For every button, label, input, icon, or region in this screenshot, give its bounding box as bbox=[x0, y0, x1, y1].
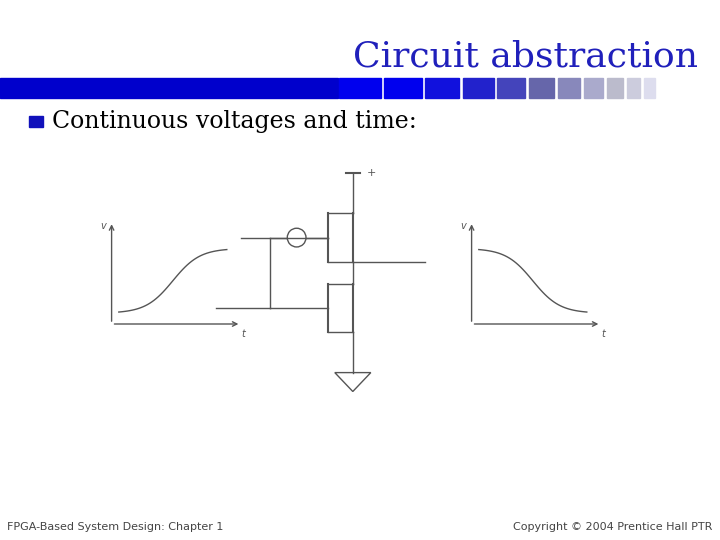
Bar bbox=[0, 78, 338, 98]
Bar bbox=[29, 116, 43, 127]
Bar bbox=[644, 78, 655, 98]
Bar bbox=[528, 78, 554, 98]
Text: FPGA-Based System Design: Chapter 1: FPGA-Based System Design: Chapter 1 bbox=[7, 522, 224, 532]
Text: Continuous voltages and time:: Continuous voltages and time: bbox=[52, 110, 417, 133]
Bar bbox=[497, 78, 525, 98]
Text: v: v bbox=[100, 221, 106, 232]
Text: v: v bbox=[460, 221, 466, 232]
Bar bbox=[557, 78, 580, 98]
Text: Circuit abstraction: Circuit abstraction bbox=[353, 40, 698, 73]
Text: Copyright © 2004 Prentice Hall PTR: Copyright © 2004 Prentice Hall PTR bbox=[513, 522, 713, 532]
Bar bbox=[626, 78, 641, 98]
Bar bbox=[340, 78, 380, 98]
Text: +: + bbox=[367, 168, 377, 178]
Bar bbox=[462, 78, 494, 98]
Text: t: t bbox=[601, 329, 605, 340]
Bar bbox=[384, 78, 422, 98]
Bar bbox=[606, 78, 623, 98]
Bar bbox=[583, 78, 603, 98]
Bar bbox=[425, 78, 459, 98]
Text: t: t bbox=[241, 329, 245, 340]
